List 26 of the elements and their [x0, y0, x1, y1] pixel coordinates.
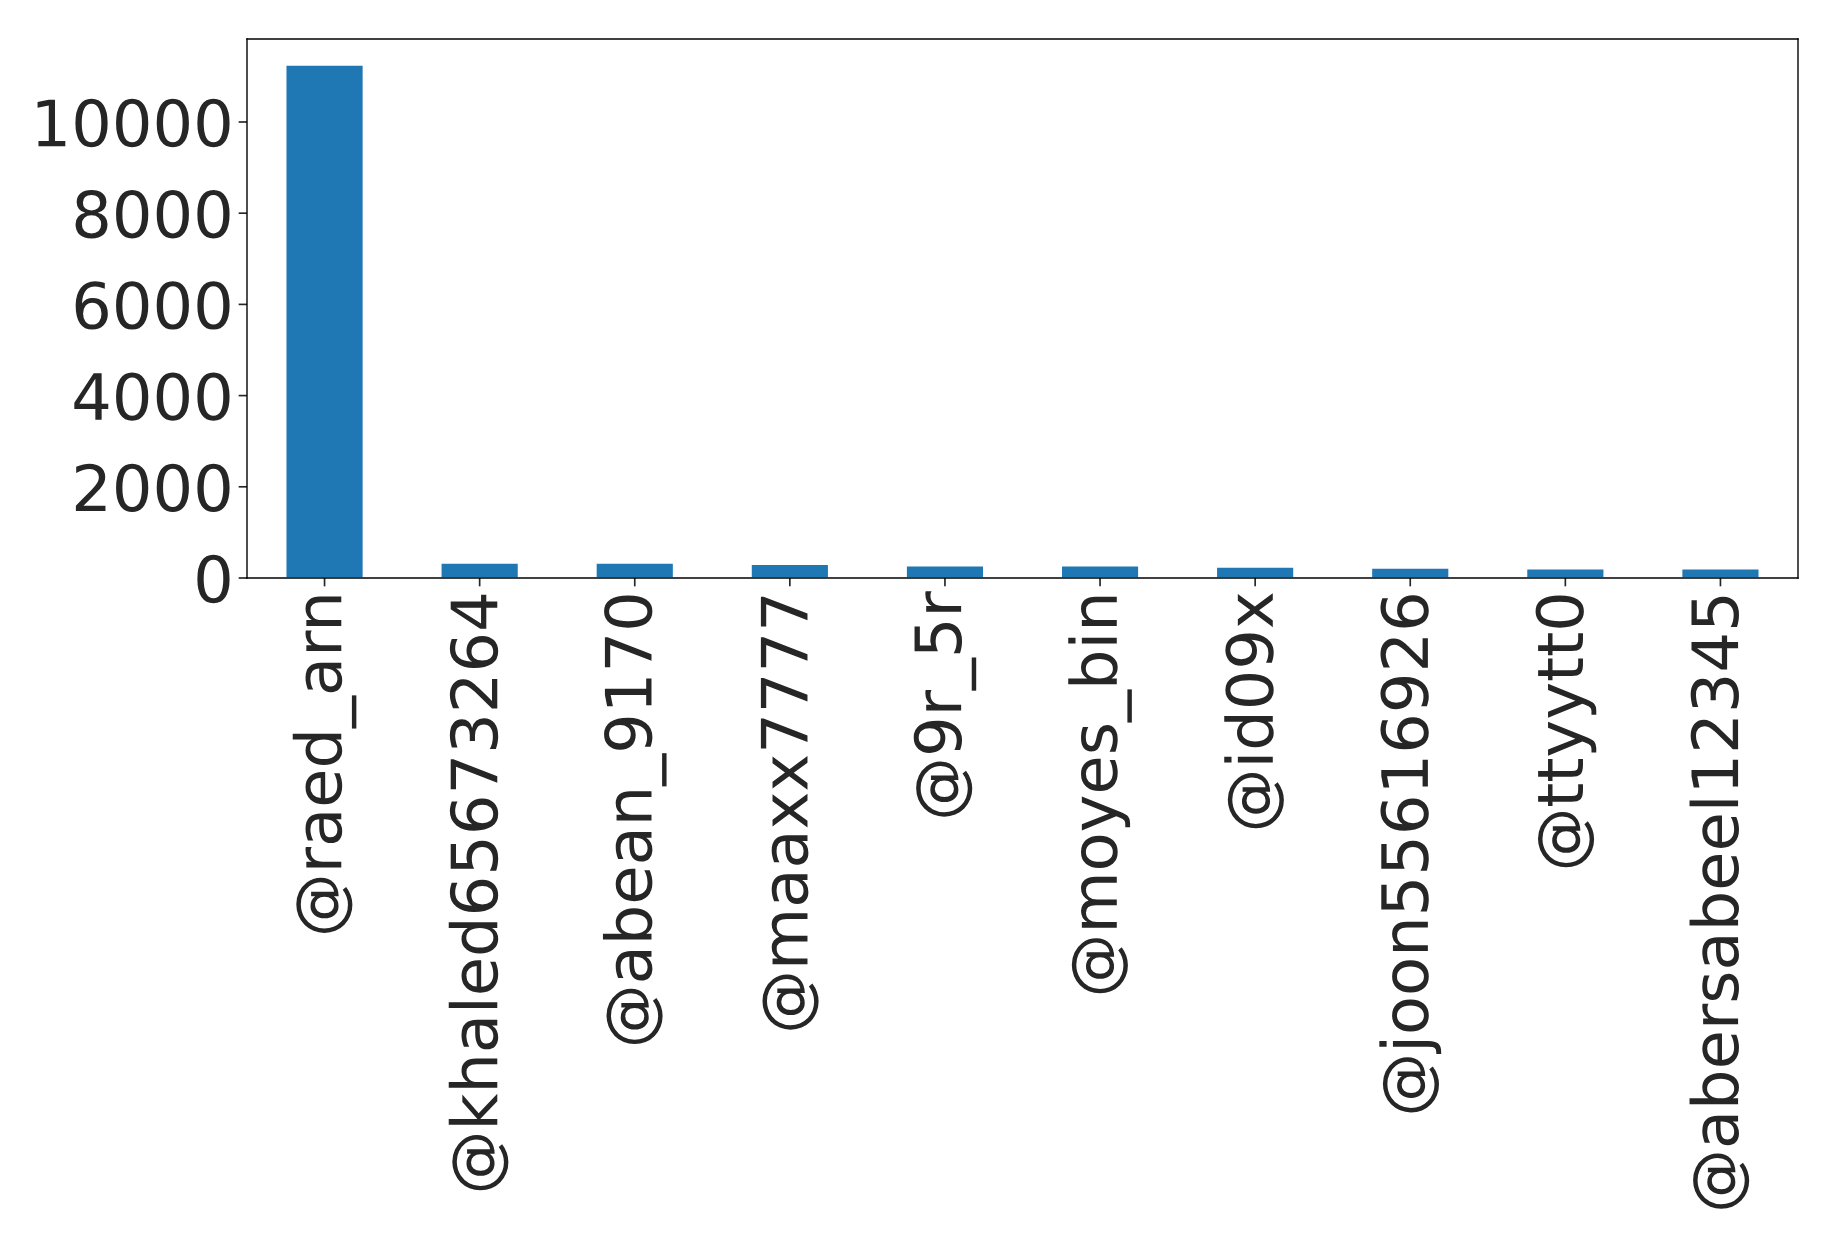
- x-tick-label: @abean_9170: [602, 595, 667, 1045]
- x-tick-label: @joon55616926: [1379, 595, 1442, 1113]
- x-tick-label: @ttyytt0: [1535, 595, 1597, 868]
- bar: [750, 563, 830, 578]
- y-tick-label: 10000: [37, 98, 230, 148]
- bar: [440, 562, 520, 578]
- bar: [285, 64, 365, 578]
- x-tick-label: @id09x: [1224, 593, 1284, 829]
- bar: [595, 562, 675, 578]
- x-tick-label: @maaxx7777: [760, 596, 819, 1030]
- bar: [1215, 566, 1295, 578]
- x-tick-label: @khaled65673264: [448, 594, 509, 1191]
- x-tick-label: @raed_arn: [292, 596, 357, 933]
- y-tick-label: 0: [197, 554, 230, 604]
- y-tick-label: 4000: [74, 372, 230, 421]
- bar: [1370, 567, 1450, 578]
- bar: [1525, 568, 1605, 578]
- x-tick-label: @moyes_bin: [1068, 596, 1132, 994]
- y-tick-label: 2000: [75, 463, 230, 512]
- y-tick-label: 6000: [75, 281, 230, 330]
- x-tick-label: @9r_5r: [913, 591, 977, 817]
- bar: [905, 565, 985, 578]
- bar: [1060, 565, 1140, 578]
- y-tick-label: 8000: [75, 190, 230, 239]
- x-tick-label: @abersabeel12345: [1689, 596, 1750, 1209]
- bar: [1680, 568, 1760, 578]
